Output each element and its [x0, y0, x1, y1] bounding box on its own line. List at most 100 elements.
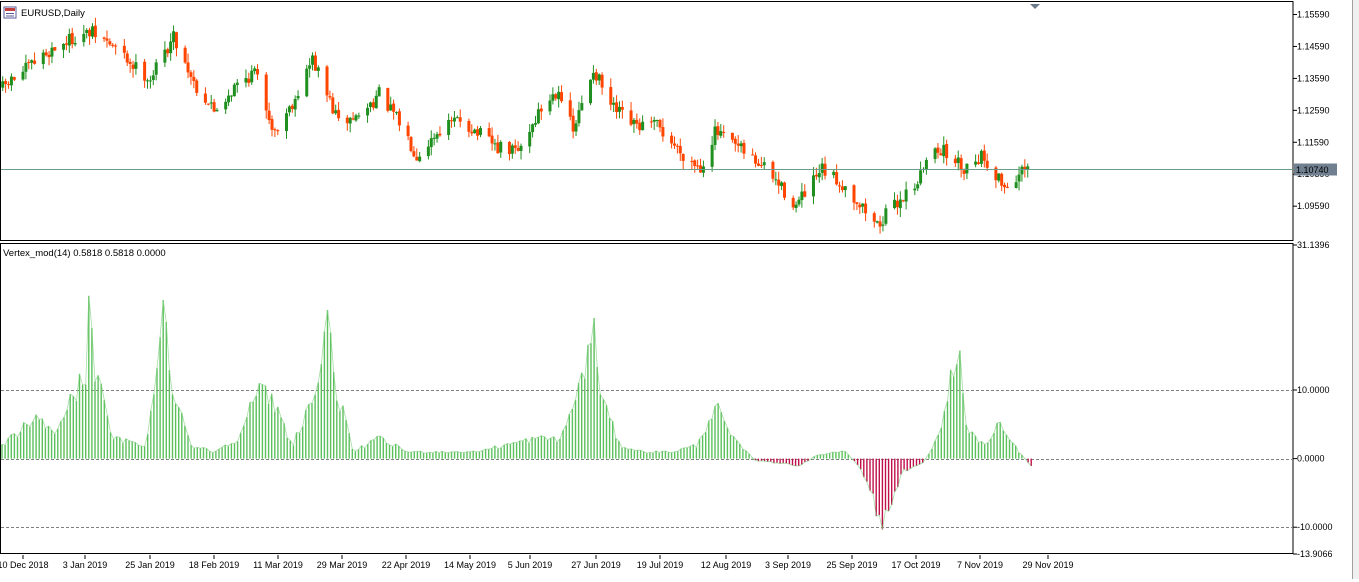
candle-body: [203, 93, 207, 103]
candle-body: [597, 74, 601, 81]
bull-candle: [774, 171, 778, 186]
candle-body: [88, 29, 92, 37]
bear-candle: [751, 148, 755, 156]
bear-candle: [901, 199, 905, 203]
candle-body: [956, 157, 960, 164]
bull-candle: [499, 140, 503, 158]
bull-candle: [861, 203, 865, 214]
candle-body: [284, 113, 288, 132]
bear-candle: [895, 194, 899, 215]
bear-candle: [872, 211, 876, 228]
bear-candle: [977, 154, 981, 165]
candle-body: [111, 44, 115, 47]
bear-candle: [476, 125, 480, 141]
bear-candle: [1023, 159, 1027, 178]
candle-body: [756, 163, 760, 166]
candle-body: [368, 102, 372, 108]
time-axis-strip: [0, 556, 1359, 579]
candle-body: [536, 109, 540, 124]
bull-candle: [701, 160, 705, 178]
bear-candle: [791, 195, 795, 211]
candle-body: [296, 96, 300, 99]
bull-candle: [719, 123, 723, 139]
bear-candle: [490, 127, 494, 151]
candle-body: [44, 52, 48, 56]
candlestick-series: [1, 17, 1030, 234]
bear-candle: [143, 58, 147, 88]
bull-candle: [493, 138, 497, 151]
candle-body: [487, 128, 491, 137]
bull-candle: [933, 147, 937, 164]
candle-body: [105, 38, 109, 41]
candle-body: [739, 143, 743, 147]
bear-candle: [392, 99, 396, 120]
chart-shift-marker-icon[interactable]: [1030, 4, 1040, 9]
candle-body: [24, 62, 28, 72]
candle-body: [864, 203, 868, 214]
bear-candle: [661, 118, 665, 142]
candle-body: [357, 115, 361, 117]
bear-candle: [783, 181, 787, 201]
bear-candle: [397, 108, 401, 132]
candle-body: [73, 42, 77, 45]
candle-body: [458, 117, 462, 122]
bear-candle: [675, 143, 679, 154]
bull-candle: [148, 75, 152, 89]
bull-candle: [551, 87, 555, 105]
bear-candle: [936, 143, 940, 159]
candle-body: [41, 52, 45, 65]
bear-candle: [699, 158, 703, 173]
price-axis-label: 1.15590: [1297, 10, 1330, 20]
bear-candle: [386, 87, 390, 113]
candle-body: [719, 131, 723, 136]
price-panel-title: EURUSD,Daily: [21, 8, 85, 19]
time-axis-label: 5 Jun 2019: [508, 560, 553, 570]
candle-body: [655, 120, 659, 122]
bull-candle: [163, 41, 167, 67]
candle-body: [192, 76, 196, 81]
bull-candle: [215, 107, 219, 112]
candle-body: [351, 118, 355, 120]
bear-candle: [44, 48, 48, 57]
candle-body: [1020, 166, 1024, 175]
candle-body: [496, 142, 500, 154]
candle-body: [811, 175, 815, 197]
candle-body: [893, 199, 897, 209]
bull-candle: [574, 120, 578, 136]
candle-body: [229, 95, 233, 97]
candle-body: [244, 77, 248, 83]
bull-candle: [21, 65, 25, 81]
bull-candle: [426, 139, 430, 160]
candle-body: [652, 119, 656, 122]
candle-body: [855, 202, 859, 205]
candle-body: [470, 131, 474, 134]
bull-candle: [591, 65, 595, 84]
bear-candle: [270, 115, 274, 137]
candle-body: [131, 64, 135, 69]
candle-body: [594, 72, 598, 81]
bull-candle: [942, 136, 946, 164]
candle-body: [114, 45, 118, 47]
bull-candle: [82, 25, 86, 47]
candle-body: [551, 94, 555, 101]
bull-candle: [354, 113, 358, 122]
bear-candle: [325, 64, 329, 102]
bear-candle: [53, 46, 57, 52]
bear-candle: [672, 136, 676, 150]
candle-body: [997, 173, 1001, 181]
bear-candle: [690, 156, 694, 171]
candle-body: [108, 41, 112, 45]
bull-candle: [305, 64, 309, 98]
bull-candle: [418, 151, 422, 163]
candle-body: [742, 142, 746, 154]
bull-candle: [652, 116, 656, 131]
candle-body: [638, 122, 642, 131]
candle-body: [699, 165, 703, 173]
current-price-badge: [1294, 163, 1337, 176]
time-axis-label: 25 Sep 2019: [826, 560, 877, 570]
bear-candle: [203, 87, 207, 105]
candle-body: [965, 163, 969, 174]
candle-body: [696, 165, 700, 167]
